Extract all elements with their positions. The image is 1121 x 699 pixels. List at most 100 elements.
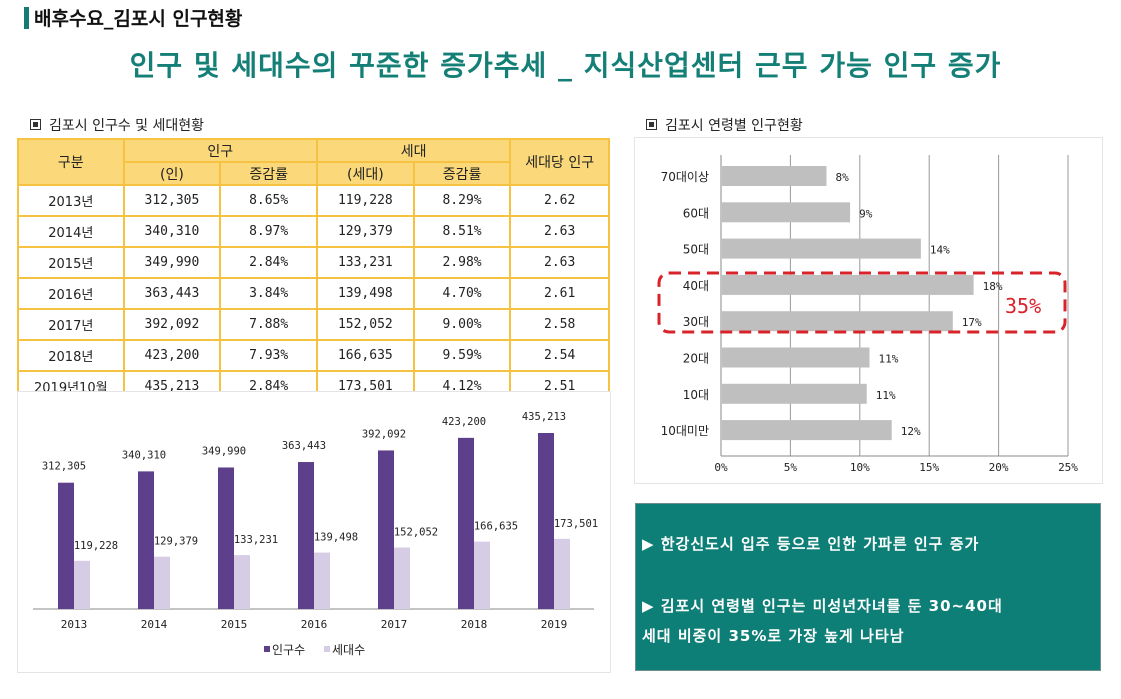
row-per-household: 2.63 xyxy=(509,215,610,248)
table-subheader-row: (인) 증감률 (세대) 증감률 xyxy=(18,161,609,186)
row-population-rate: 7.93% xyxy=(219,339,318,372)
row-households: 152,052 xyxy=(315,308,415,341)
row-year: 2013년 xyxy=(17,184,125,217)
x-tick-label: 0% xyxy=(714,461,728,474)
row-population: 423,200 xyxy=(122,339,222,372)
info-line-3: 세대 비중이 35%로 가장 높게 나타남 xyxy=(642,627,905,645)
header-households: 세대 xyxy=(315,138,512,163)
info-box: ▶ 한강신도시 입주 등으로 인한 가파른 인구 증가 ▶ 김포시 연령별 인구… xyxy=(635,503,1101,671)
x-tick-label: 2019 xyxy=(541,618,568,631)
household-data-label: 129,379 xyxy=(154,536,198,548)
population-bar xyxy=(58,482,74,609)
y-category-label: 60대 xyxy=(683,206,709,220)
population-column-chart: 312,305 119,228 2013 340,310 129,379 2014 349,… xyxy=(33,411,598,657)
household-data-label: 133,231 xyxy=(234,534,278,546)
header-population: 인구 xyxy=(122,138,318,163)
legend-swatch-households xyxy=(324,646,330,652)
legend-label-population: 인구수 xyxy=(272,643,305,657)
row-population-rate: 3.84% xyxy=(219,277,318,310)
population-data-label: 312,305 xyxy=(42,461,86,473)
population-bar xyxy=(298,462,314,609)
row-population-rate: 8.65% xyxy=(219,184,318,217)
row-per-household: 2.63 xyxy=(509,246,610,279)
y-category-label: 10대 xyxy=(683,388,709,402)
row-population: 392,092 xyxy=(122,308,222,341)
household-data-label: 173,501 xyxy=(554,518,598,530)
age-bar-chart-panel: 0% 5% 10% 15% 20% 25% 70대이상 8% 60대 9% 50대 14% 40대 18%… xyxy=(634,137,1103,484)
row-households-rate: 8.29% xyxy=(412,184,512,217)
row-households-rate: 9.00% xyxy=(412,308,512,341)
household-bar xyxy=(554,538,570,609)
row-households: 129,379 xyxy=(315,215,415,248)
legend-label-households: 세대수 xyxy=(332,643,365,657)
age-data-label: 18% xyxy=(983,280,1003,293)
x-tick-label: 5% xyxy=(784,461,798,474)
row-households-rate: 9.59% xyxy=(412,339,512,372)
population-bar xyxy=(378,450,394,609)
highlight-label: 35% xyxy=(1005,294,1041,318)
population-data-label: 363,443 xyxy=(282,440,326,452)
header-population-unit: (인) xyxy=(122,161,222,186)
x-tick-label: 25% xyxy=(1058,461,1078,474)
population-bar xyxy=(218,467,234,609)
row-year: 2018년 xyxy=(17,339,125,372)
x-tick-label: 2018 xyxy=(461,618,488,631)
row-households: 133,231 xyxy=(315,246,415,279)
y-category-label: 70대이상 xyxy=(661,170,709,184)
row-population: 312,305 xyxy=(122,184,222,217)
age-data-label: 11% xyxy=(879,353,899,366)
row-population: 363,443 xyxy=(122,277,222,310)
household-bar xyxy=(474,541,490,609)
population-data-label: 349,990 xyxy=(202,445,246,457)
y-category-label: 30대 xyxy=(683,315,709,329)
row-population: 349,990 xyxy=(122,246,222,279)
x-tick-label: 10% xyxy=(850,461,870,474)
row-households: 166,635 xyxy=(315,339,415,372)
x-tick-label: 20% xyxy=(989,461,1009,474)
x-tick-label: 2015 xyxy=(221,618,248,631)
info-line-2: ▶ 김포시 연령별 인구는 미성년자녀를 둔 30~40대 xyxy=(642,597,1003,615)
table-section-heading: 김포시 인구수 및 세대현황 xyxy=(30,115,204,135)
population-data-label: 423,200 xyxy=(442,416,486,428)
age-bar xyxy=(722,238,921,259)
x-tick-label: 2014 xyxy=(141,618,168,631)
row-households: 119,228 xyxy=(315,184,415,217)
section-title: 배후수요_김포시 인구현황 xyxy=(34,8,243,30)
row-population-rate: 2.84% xyxy=(219,246,318,279)
population-bar xyxy=(138,471,154,609)
table-row: 2014년 340,310 8.97% 129,379 8.51% 2.63 xyxy=(17,215,610,248)
page-title: 인구 및 세대수의 꾸준한 증가추세 _ 지식산업센터 근무 가능 인구 증가 xyxy=(129,49,1002,82)
row-per-household: 2.58 xyxy=(509,308,610,341)
age-bar xyxy=(722,274,974,295)
legend-swatch-population xyxy=(264,646,270,652)
age-section-heading: 김포시 연령별 인구현황 xyxy=(646,115,803,135)
household-bar xyxy=(74,560,90,609)
household-data-label: 166,635 xyxy=(474,521,518,533)
age-bar xyxy=(722,383,867,404)
y-category-label: 10대미만 xyxy=(661,424,709,438)
age-data-label: 11% xyxy=(876,389,896,402)
table-row: 2013년 312,305 8.65% 119,228 8.29% 2.62 xyxy=(17,184,610,217)
x-tick-label: 15% xyxy=(919,461,939,474)
table-header-row: 구분 인구 세대 세대당 인구 xyxy=(17,138,610,186)
age-bar xyxy=(722,311,953,332)
age-data-label: 12% xyxy=(901,425,921,438)
x-tick-label: 2017 xyxy=(381,618,408,631)
y-category-label: 50대 xyxy=(683,243,709,257)
population-table: 구분 인구 세대 세대당 인구 (인) 증감률 (세대) 증감률 2013년 31… xyxy=(17,138,610,403)
y-category-label: 40대 xyxy=(683,279,709,293)
age-bar xyxy=(722,420,892,441)
header-households-rate: 증감률 xyxy=(412,161,512,186)
age-data-label: 9% xyxy=(859,207,873,220)
population-bar xyxy=(538,433,554,609)
age-section-title: 김포시 연령별 인구현황 xyxy=(665,118,803,134)
household-data-label: 139,498 xyxy=(314,532,358,544)
row-population-rate: 7.88% xyxy=(219,308,318,341)
square-bullet-icon xyxy=(646,119,657,130)
age-data-label: 17% xyxy=(962,316,982,329)
table-section-title: 김포시 인구수 및 세대현황 xyxy=(49,118,205,134)
table-row: 2018년 423,200 7.93% 166,635 9.59% 2.54 xyxy=(17,339,610,372)
table-row: 2015년 349,990 2.84% 133,231 2.98% 2.63 xyxy=(17,246,610,279)
population-data-label: 392,092 xyxy=(362,428,406,440)
row-per-household: 2.54 xyxy=(509,339,610,372)
